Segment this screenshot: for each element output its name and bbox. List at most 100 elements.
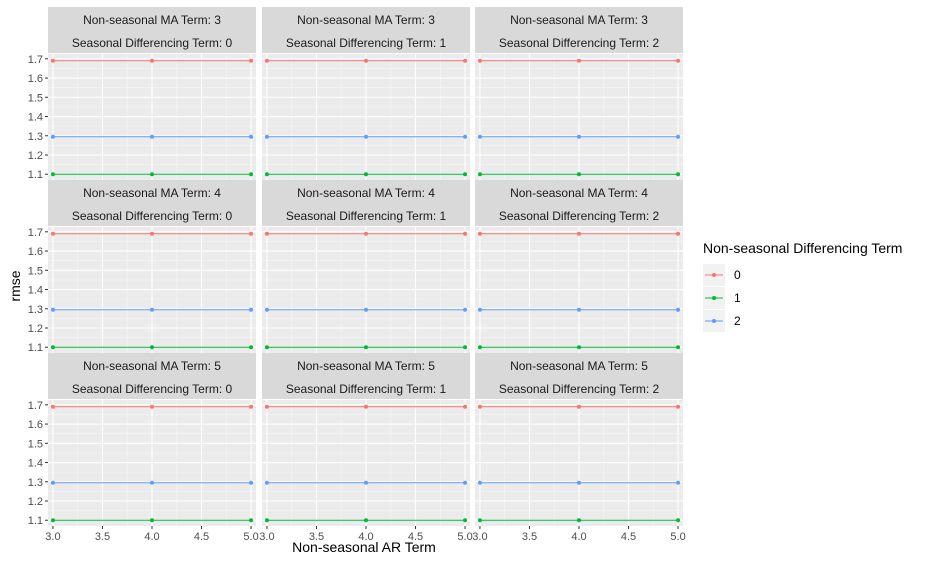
legend-label-1: 1 [734, 291, 741, 305]
facet-strip-row-label: Non-seasonal MA Term: 5 [297, 359, 435, 373]
data-point-series-2 [50, 307, 55, 312]
y-axis-title: rmse [7, 270, 23, 301]
data-point-series-0 [249, 404, 254, 409]
y-tick-label: 1.3 [28, 131, 43, 143]
data-point-series-1 [364, 172, 368, 177]
data-point-series-1 [477, 345, 482, 350]
data-point-series-1 [249, 172, 254, 177]
facet-strip [262, 7, 470, 53]
data-point-series-0 [477, 404, 482, 409]
y-tick-label: 1.7 [28, 400, 43, 412]
data-point-series-1 [477, 172, 482, 177]
x-axis-title: Non-seasonal AR Term [292, 539, 436, 555]
facet-strip-col-label: Seasonal Differencing Term: 2 [499, 382, 660, 396]
data-point-series-2 [150, 134, 154, 139]
facet-strip [475, 353, 683, 399]
y-tick-label: 1.7 [28, 54, 43, 66]
y-tick-label: 1.4 [28, 458, 43, 470]
data-point-series-1 [364, 518, 368, 523]
data-point-series-0 [264, 404, 269, 409]
data-point-series-0 [364, 58, 368, 63]
data-point-series-0 [676, 404, 681, 409]
data-point-series-2 [477, 307, 482, 312]
facet-strip-row-label: Non-seasonal MA Term: 5 [83, 359, 221, 373]
x-tick-label: 4.0 [144, 531, 159, 543]
data-point-series-2 [50, 134, 55, 139]
data-point-series-1 [50, 172, 55, 177]
data-point-series-0 [477, 58, 482, 63]
y-tick-label: 1.5 [28, 92, 43, 104]
y-tick-label: 1.4 [28, 112, 43, 124]
data-point-series-0 [264, 58, 269, 63]
y-tick-label: 1.5 [28, 265, 43, 277]
y-tick-label: 1.4 [28, 285, 43, 297]
y-tick-label: 1.2 [28, 150, 43, 162]
x-tick-label: 5.0 [457, 531, 472, 543]
data-point-series-1 [150, 345, 154, 350]
data-point-series-1 [463, 172, 468, 177]
data-point-series-1 [463, 518, 468, 523]
x-tick-label: 4.0 [571, 531, 586, 543]
x-tick-label: 5.0 [243, 531, 258, 543]
data-point-series-0 [463, 404, 468, 409]
data-point-series-0 [364, 231, 368, 236]
data-point-series-1 [264, 172, 269, 177]
data-point-series-2 [264, 307, 269, 312]
data-point-series-0 [364, 404, 368, 409]
data-point-series-1 [477, 518, 482, 523]
y-tick-label: 1.3 [28, 477, 43, 489]
facet-strip [475, 7, 683, 53]
data-point-series-2 [463, 134, 468, 139]
facet-strip-row-label: Non-seasonal MA Term: 4 [83, 186, 221, 200]
facet-strip-col-label: Seasonal Differencing Term: 2 [499, 209, 660, 223]
data-point-series-1 [264, 345, 269, 350]
x-tick-label: 4.5 [621, 531, 636, 543]
facet-strip-col-label: Seasonal Differencing Term: 0 [72, 382, 233, 396]
data-point-series-2 [364, 480, 368, 485]
facet-strip-row-label: Non-seasonal MA Term: 4 [510, 186, 648, 200]
data-point-series-1 [249, 518, 254, 523]
data-point-series-2 [364, 134, 368, 139]
legend-key-point-0 [712, 273, 716, 277]
facet-strip-row-label: Non-seasonal MA Term: 3 [83, 13, 221, 27]
data-point-series-1 [150, 518, 154, 523]
data-point-series-1 [249, 345, 254, 350]
facet-strip-col-label: Seasonal Differencing Term: 0 [72, 209, 233, 223]
legend-key-point-1 [712, 296, 716, 300]
facet-strip-row-label: Non-seasonal MA Term: 3 [297, 13, 435, 27]
data-point-series-1 [264, 518, 269, 523]
data-point-series-2 [577, 307, 581, 312]
data-point-series-1 [50, 518, 55, 523]
x-tick-label: 3.0 [472, 531, 487, 543]
data-point-series-0 [676, 58, 681, 63]
data-point-series-0 [150, 231, 154, 236]
data-point-series-2 [676, 480, 681, 485]
facet-strip-row-label: Non-seasonal MA Term: 4 [297, 186, 435, 200]
data-point-series-0 [477, 231, 482, 236]
y-tick-label: 1.2 [28, 496, 43, 508]
data-point-series-2 [249, 134, 254, 139]
data-point-series-2 [676, 134, 681, 139]
data-point-series-0 [150, 404, 154, 409]
data-point-series-2 [264, 480, 269, 485]
y-tick-label: 1.1 [28, 342, 43, 354]
x-tick-label: 5.0 [670, 531, 685, 543]
data-point-series-2 [150, 307, 154, 312]
facet-strip-col-label: Seasonal Differencing Term: 1 [286, 36, 447, 50]
y-tick-label: 1.1 [28, 169, 43, 181]
y-tick-label: 1.6 [28, 419, 43, 431]
data-point-series-0 [577, 404, 581, 409]
data-point-series-0 [50, 404, 55, 409]
data-point-series-2 [577, 134, 581, 139]
data-point-series-1 [577, 345, 581, 350]
data-point-series-1 [676, 518, 681, 523]
data-point-series-1 [364, 345, 368, 350]
x-tick-label: 4.5 [408, 531, 423, 543]
y-tick-label: 1.2 [28, 323, 43, 335]
facet-strip-col-label: Seasonal Differencing Term: 1 [286, 209, 447, 223]
facet-strip [475, 180, 683, 226]
data-point-series-2 [477, 480, 482, 485]
data-point-series-0 [676, 231, 681, 236]
data-point-series-2 [463, 480, 468, 485]
